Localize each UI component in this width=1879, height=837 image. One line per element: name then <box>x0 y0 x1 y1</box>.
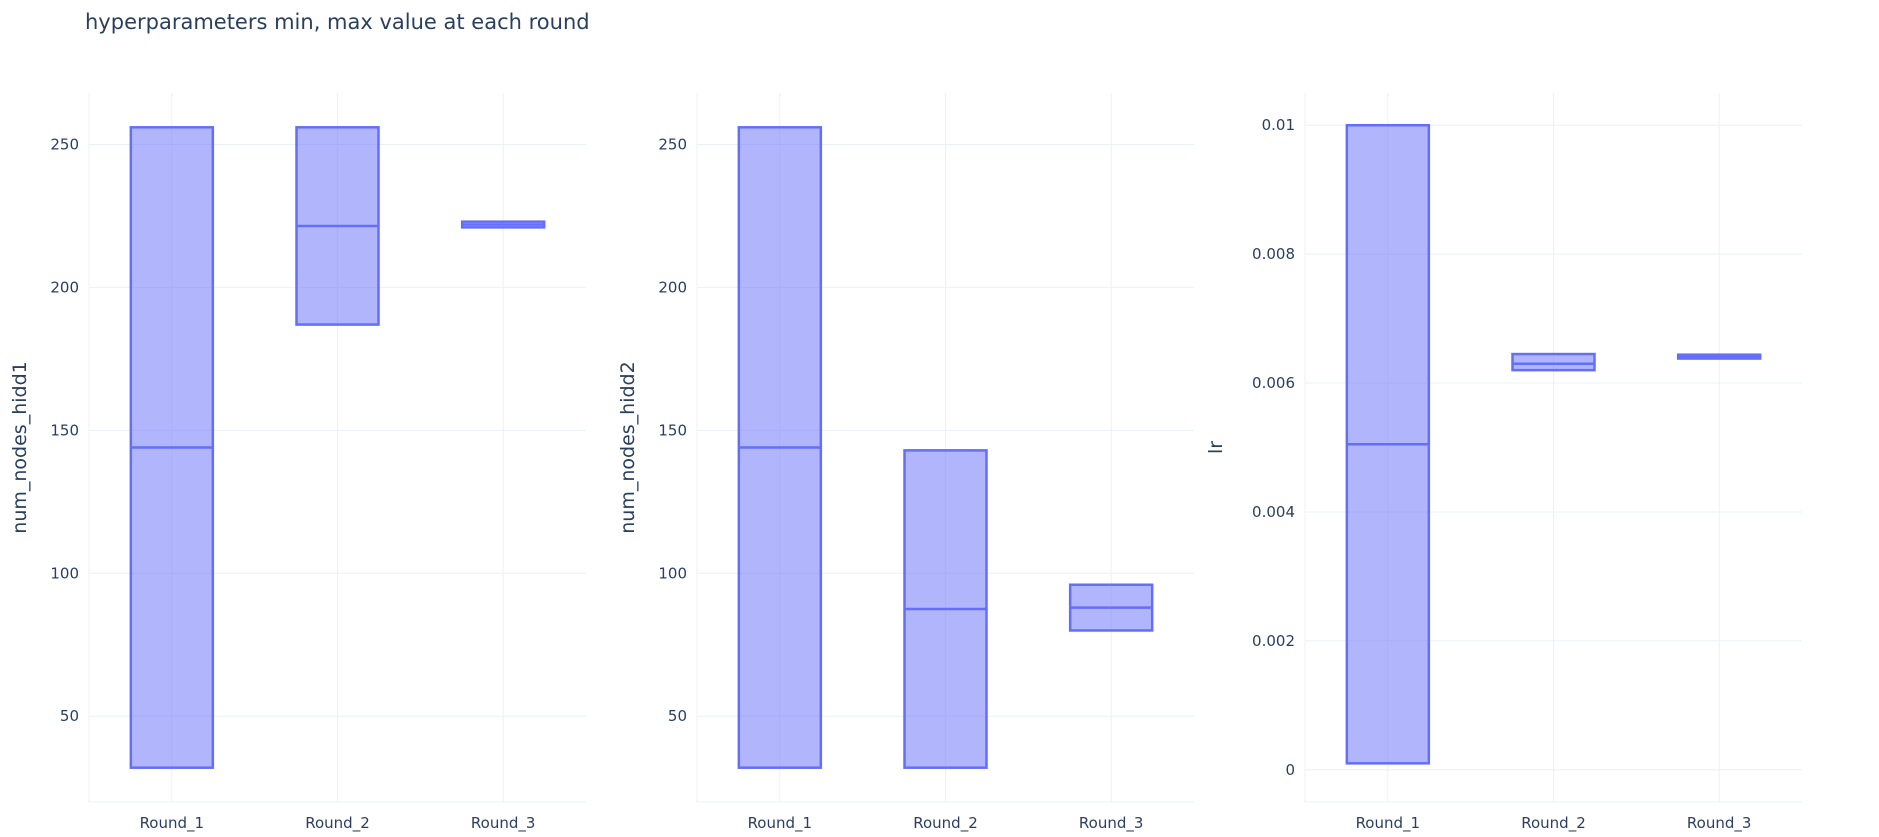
x-tick-label: Round_2 <box>1521 814 1586 833</box>
y-axis-title: num_nodes_hidd1 <box>9 361 31 533</box>
y-axis-title: num_nodes_hidd2 <box>617 361 639 533</box>
x-tick-label: Round_2 <box>913 814 978 833</box>
box-Round_2 <box>1511 352 1596 372</box>
x-tick-label: Round_3 <box>1687 814 1752 833</box>
y-tick-label: 150 <box>658 421 687 439</box>
subplot-3: 0 0.002 0.004 0.006 0.008 0.01 Round_1 Round_2 R… <box>1205 93 1802 833</box>
y-tick-label: 50 <box>60 707 79 725</box>
y-tick-label: 0 <box>1285 761 1295 779</box>
y-tick-label: 0.008 <box>1252 245 1295 263</box>
y-axis-title: lr <box>1205 441 1227 454</box>
chart-title: hyperparameters min, max value at each r… <box>85 10 590 34</box>
y-tick-label: 250 <box>50 135 79 153</box>
x-tick-label: Round_3 <box>1079 814 1144 833</box>
y-tick-label: 50 <box>668 707 687 725</box>
y-tick-label: 0.002 <box>1252 632 1295 650</box>
subplot-1: 50 100 150 200 250 Round_1 Round_2 Round_3 num_n… <box>9 93 586 833</box>
x-tick-label: Round_1 <box>140 814 205 833</box>
y-tick-label: 100 <box>50 564 79 582</box>
y-tick-label: 0.004 <box>1252 503 1295 521</box>
y-tick-label: 100 <box>658 564 687 582</box>
y-tick-label: 250 <box>658 135 687 153</box>
subplot-2: 50 100 150 200 250 Round_1 Round_2 Round_3 num_n… <box>617 93 1194 833</box>
y-tick-label: 0.006 <box>1252 374 1295 392</box>
y-tick-label: 150 <box>50 421 79 439</box>
x-tick-label: Round_1 <box>748 814 813 833</box>
y-tick-label: 200 <box>50 278 79 296</box>
y-tick-label: 200 <box>658 278 687 296</box>
x-tick-label: Round_3 <box>471 814 536 833</box>
x-tick-label: Round_2 <box>305 814 370 833</box>
y-tick-label: 0.01 <box>1262 116 1295 134</box>
x-tick-label: Round_1 <box>1356 814 1421 833</box>
